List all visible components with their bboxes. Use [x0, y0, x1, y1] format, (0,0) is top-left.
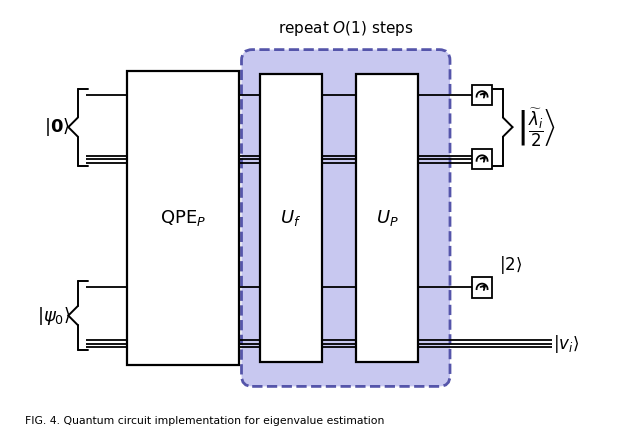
Text: $|\psi_0\rangle$: $|\psi_0\rangle$: [37, 305, 70, 327]
Text: FIG. 4. Quantum circuit implementation for eigenvalue estimation: FIG. 4. Quantum circuit implementation f…: [25, 416, 384, 426]
Text: $U_P$: $U_P$: [376, 208, 399, 228]
FancyBboxPatch shape: [241, 50, 450, 386]
Text: $|v_i\rangle$: $|v_i\rangle$: [552, 333, 579, 354]
Text: $\left|\dfrac{\widetilde{\lambda}_i}{2}\right\rangle$: $\left|\dfrac{\widetilde{\lambda}_i}{2}\…: [516, 106, 556, 149]
Bar: [472, 149, 492, 169]
Text: $|2\rangle$: $|2\rangle$: [499, 254, 522, 276]
Text: $\mathrm{QPE}_P$: $\mathrm{QPE}_P$: [160, 208, 206, 228]
Bar: [356, 74, 418, 362]
Bar: [126, 71, 239, 365]
Text: $U_f$: $U_f$: [281, 208, 302, 228]
Text: $|\mathbf{0}\rangle$: $|\mathbf{0}\rangle$: [44, 116, 70, 138]
Bar: [260, 74, 322, 362]
Bar: [472, 277, 492, 298]
Bar: [472, 85, 492, 105]
Text: repeat $O(1)$ steps: repeat $O(1)$ steps: [278, 19, 414, 38]
